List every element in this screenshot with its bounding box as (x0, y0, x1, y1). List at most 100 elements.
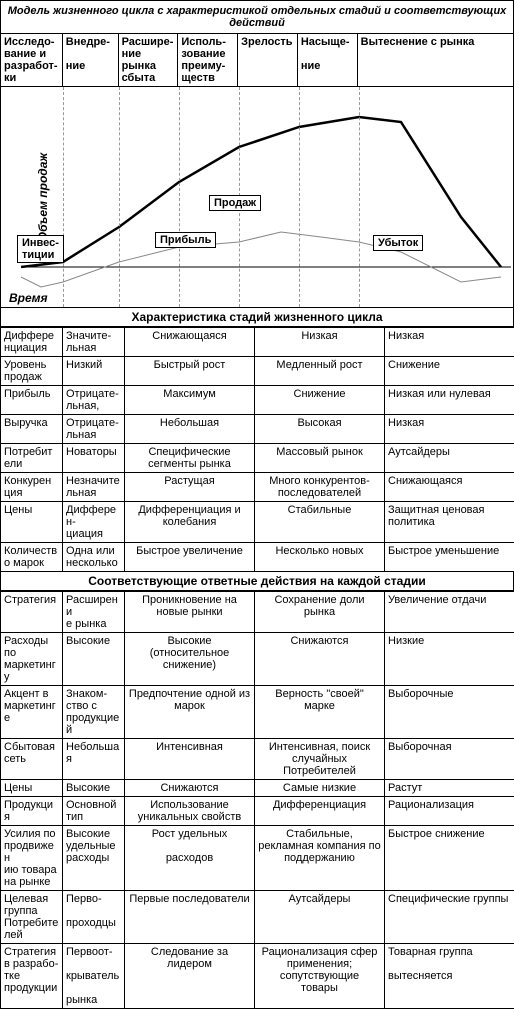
cell: Снижаются (255, 633, 385, 686)
cell: Товарная группа вытесняется (385, 944, 514, 1009)
cell: Высокая (255, 415, 385, 444)
cell: Стабильные, рекламная компания по поддер… (255, 826, 385, 891)
cell: Снижаются (125, 780, 255, 797)
cell: Высокие удельные расходы (63, 826, 125, 891)
cell: Растущая (125, 473, 255, 502)
sales-label-box: Продаж (209, 195, 261, 211)
cell: Аутсайдеры (255, 891, 385, 944)
cell: Низкая (385, 415, 514, 444)
cell: Расширени е рынка (63, 592, 125, 633)
cell: Специфические сегменты рынка (125, 444, 255, 473)
cell: Рационализация (385, 797, 514, 826)
cell: Первые последователи (125, 891, 255, 944)
row-label: Выручка (1, 415, 63, 444)
cell: Отрицате- льная, (63, 386, 125, 415)
table-row: Акцент в маркетингеЗнаком- ство с продук… (1, 686, 514, 739)
cell: Небольшая (125, 415, 255, 444)
table-row: ПрибыльОтрицате- льная,МаксимумСнижениеН… (1, 386, 514, 415)
section1-title: Характеристика стадий жизненного цикла (0, 308, 514, 327)
cell: Растут (385, 780, 514, 797)
table-row: Конкурен цияНезначите льнаяРастущаяМного… (1, 473, 514, 502)
row-label: Сбытовая сеть (1, 739, 63, 780)
cell: Перво- проходцы (63, 891, 125, 944)
row-label: Диффере нциация (1, 328, 63, 357)
cell: Основной тип (63, 797, 125, 826)
table-row: ПродукцияОсновной типИспользование уника… (1, 797, 514, 826)
stage-header-3: Исполь- зование преиму- ществ (178, 34, 238, 86)
stage-header-4: Зрелость (238, 34, 298, 86)
loss-label-box: Убыток (373, 235, 423, 251)
cell: Сохранение доли рынка (255, 592, 385, 633)
cell: Защитная ценовая политика (385, 502, 514, 543)
profit-label-box: Прибыль (155, 232, 216, 248)
stage-header-5: Насыще- ние (298, 34, 358, 86)
cell: Первоот- крыватель рынка (63, 944, 125, 1009)
stage-header-2: Расшире- ние рынка сбыта (119, 34, 179, 86)
row-label: Конкурен ция (1, 473, 63, 502)
section2-title: Соответствующие ответные действия на каж… (0, 572, 514, 591)
cell: Снижение (255, 386, 385, 415)
cell: Низкая (385, 328, 514, 357)
actions-table: СтратегияРасширени е рынкаПроникновение … (0, 591, 514, 1009)
cell: Проникновение на новые рынки (125, 592, 255, 633)
table-row: Сбытовая сетьНебольшаяИнтенсивнаяИнтенси… (1, 739, 514, 780)
y-axis-label: Объем продаж (36, 153, 50, 241)
table-row: ЦеныДифферен- циацияДифференциация и кол… (1, 502, 514, 543)
cell: Верность "своей" марке (255, 686, 385, 739)
stage-header-row: Исследо- вание и разработ- киВнедре- ние… (0, 34, 514, 87)
cell: Высокие (относительное снижение) (125, 633, 255, 686)
row-label: Усилия по продвижен ию товара на рынке (1, 826, 63, 891)
cell: Значите- льная (63, 328, 125, 357)
cell: Интенсивная, поиск случайных Потребителе… (255, 739, 385, 780)
stage-divider (359, 87, 360, 307)
cell: Быстрое уменьшение (385, 543, 514, 572)
cell: Быстрый рост (125, 357, 255, 386)
cell: Рационализация сфер применения; сопутств… (255, 944, 385, 1009)
row-label: Уровень продаж (1, 357, 63, 386)
cell: Отрицате- льная (63, 415, 125, 444)
cell: Быстрое снижение (385, 826, 514, 891)
cell: Аутсайдеры (385, 444, 514, 473)
cell: Незначите льная (63, 473, 125, 502)
table-row: Усилия по продвижен ию товара на рынкеВы… (1, 826, 514, 891)
table-row: ЦеныВысокиеСнижаютсяСамые низкиеРастут (1, 780, 514, 797)
table-row: Количеств о марокОдна или несколькоБыстр… (1, 543, 514, 572)
cell: Снижающаяся (385, 473, 514, 502)
row-label: Целевая группа Потребите лей (1, 891, 63, 944)
table-row: Стратегия в разрабо- тке продукцииПервоо… (1, 944, 514, 1009)
cell: Рост удельных расходов (125, 826, 255, 891)
table-row: Расходы по маркетингуВысокиеВысокие (отн… (1, 633, 514, 686)
cell: Низкая (255, 328, 385, 357)
cell: Дифференциация (255, 797, 385, 826)
row-label: Цены (1, 780, 63, 797)
invest-label-box: Инвес- тиции (17, 235, 64, 263)
lifecycle-chart: Объем продаж Время Продаж Прибыль Инвес-… (0, 87, 514, 308)
row-label: Цены (1, 502, 63, 543)
stage-divider (299, 87, 300, 307)
cell: Дифферен- циация (63, 502, 125, 543)
cell: Снижающаяся (125, 328, 255, 357)
row-label: Стратегия в разрабо- тке продукции (1, 944, 63, 1009)
row-label: Расходы по маркетингу (1, 633, 63, 686)
x-axis-label: Время (9, 291, 48, 305)
cell: Использование уникальных свойств (125, 797, 255, 826)
cell: Высокие (63, 780, 125, 797)
cell: Интенсивная (125, 739, 255, 780)
cell: Стабильные (255, 502, 385, 543)
cell: Низкая или нулевая (385, 386, 514, 415)
cell: Высокие (63, 633, 125, 686)
cell: Быстрое увеличение (125, 543, 255, 572)
cell: Самые низкие (255, 780, 385, 797)
stage-divider (179, 87, 180, 307)
cell: Предпочтение одной из марок (125, 686, 255, 739)
cell: Одна или несколько (63, 543, 125, 572)
row-label: Акцент в маркетинге (1, 686, 63, 739)
cell: Знаком- ство с продукцией (63, 686, 125, 739)
cell: Выборочная (385, 739, 514, 780)
cell: Снижение (385, 357, 514, 386)
cell: Увеличение отдачи (385, 592, 514, 633)
row-label: Количеств о марок (1, 543, 63, 572)
table-row: Потребит елиНоваторыСпецифические сегмен… (1, 444, 514, 473)
table-row: Диффере нциацияЗначите- льнаяСнижающаяся… (1, 328, 514, 357)
cell: Небольшая (63, 739, 125, 780)
